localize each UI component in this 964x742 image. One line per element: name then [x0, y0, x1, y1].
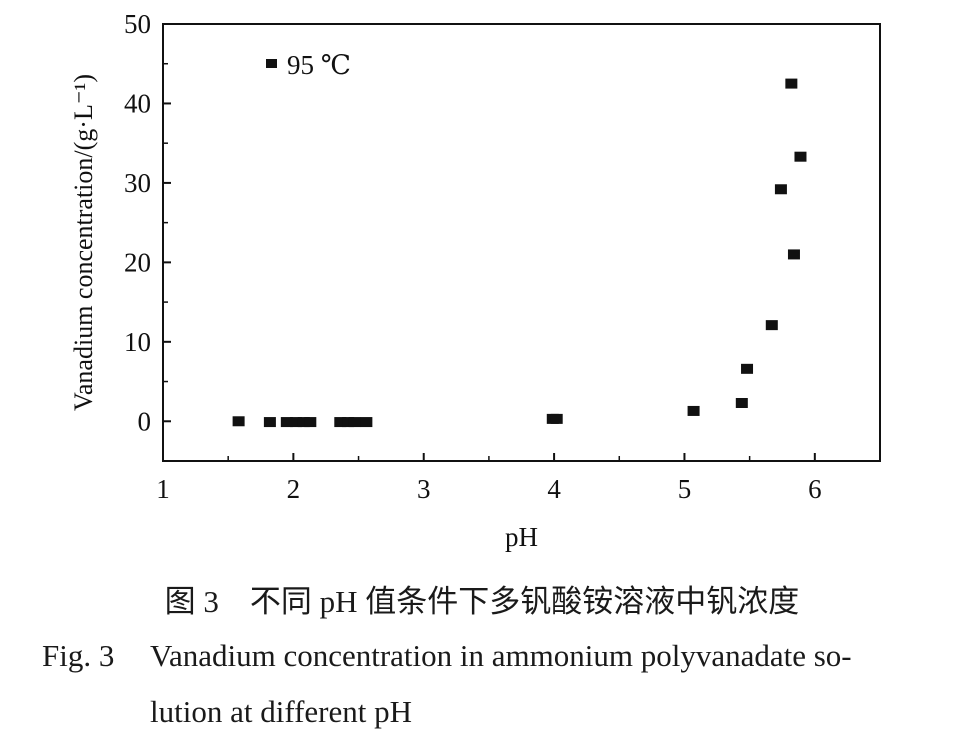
data-point	[289, 417, 302, 428]
legend-marker	[266, 59, 277, 68]
data-point	[774, 184, 787, 195]
x-tick-label: 1	[156, 474, 170, 504]
x-tick-label: 2	[287, 474, 301, 504]
caption-english-line-2: lution at different pH	[150, 694, 413, 729]
data-point	[687, 405, 700, 416]
x-tick-label: 6	[808, 474, 822, 504]
y-tick-label: 50	[124, 9, 151, 39]
legend: 95 ℃	[266, 50, 351, 80]
y-tick-label: 40	[124, 88, 151, 118]
data-point	[304, 417, 317, 428]
caption-english-line-1: Vanadium concentration in ammonium polyv…	[150, 638, 852, 673]
data-points	[232, 78, 807, 428]
data-point	[765, 320, 778, 331]
y-tick-label: 10	[124, 327, 151, 357]
caption-chinese: 图 3 不同 pH 值条件下多钒酸铵溶液中钒浓度	[164, 584, 800, 619]
data-point	[794, 151, 807, 162]
data-point	[348, 417, 361, 428]
data-point	[360, 417, 373, 428]
y-tick-label: 0	[138, 406, 152, 436]
y-tick-label: 20	[124, 247, 151, 277]
data-point	[741, 363, 754, 374]
data-point	[787, 249, 800, 260]
x-axis-label: pH	[505, 522, 538, 552]
y-axis-label: Vanadium concentration/(g·L⁻¹)	[69, 74, 98, 411]
y-tick-label: 30	[124, 168, 151, 198]
data-point	[785, 78, 798, 89]
plot-frame	[162, 23, 881, 462]
x-tick-label: 5	[678, 474, 692, 504]
data-point	[232, 416, 245, 427]
x-axis: 1 2 3 4 5 6	[156, 453, 822, 504]
data-point	[263, 417, 276, 428]
data-point	[550, 413, 563, 424]
legend-label: 95 ℃	[287, 50, 351, 80]
data-point	[342, 417, 355, 428]
scatter-chart: 1 2 3 4 5 6 0 10 20 30 40 50 95 ℃ pH Vanadium conc…	[69, 9, 881, 552]
data-point	[297, 417, 310, 428]
data-point	[735, 397, 748, 408]
x-tick-label: 3	[417, 474, 431, 504]
data-point	[280, 417, 293, 428]
y-axis: 0 10 20 30 40 50	[124, 9, 171, 462]
caption-figure-label: Fig. 3	[42, 638, 115, 673]
data-point	[334, 417, 347, 428]
x-tick-label: 4	[547, 474, 561, 504]
